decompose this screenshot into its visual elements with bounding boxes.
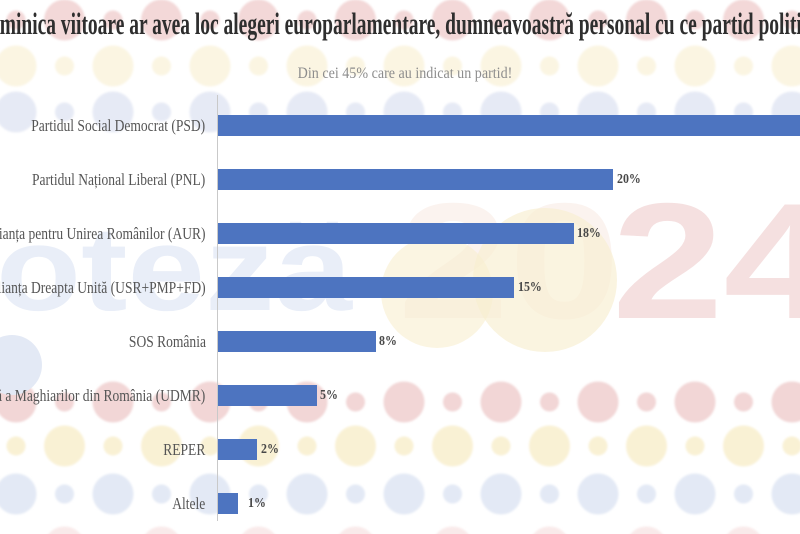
svg-text:24: 24 [612,169,800,353]
